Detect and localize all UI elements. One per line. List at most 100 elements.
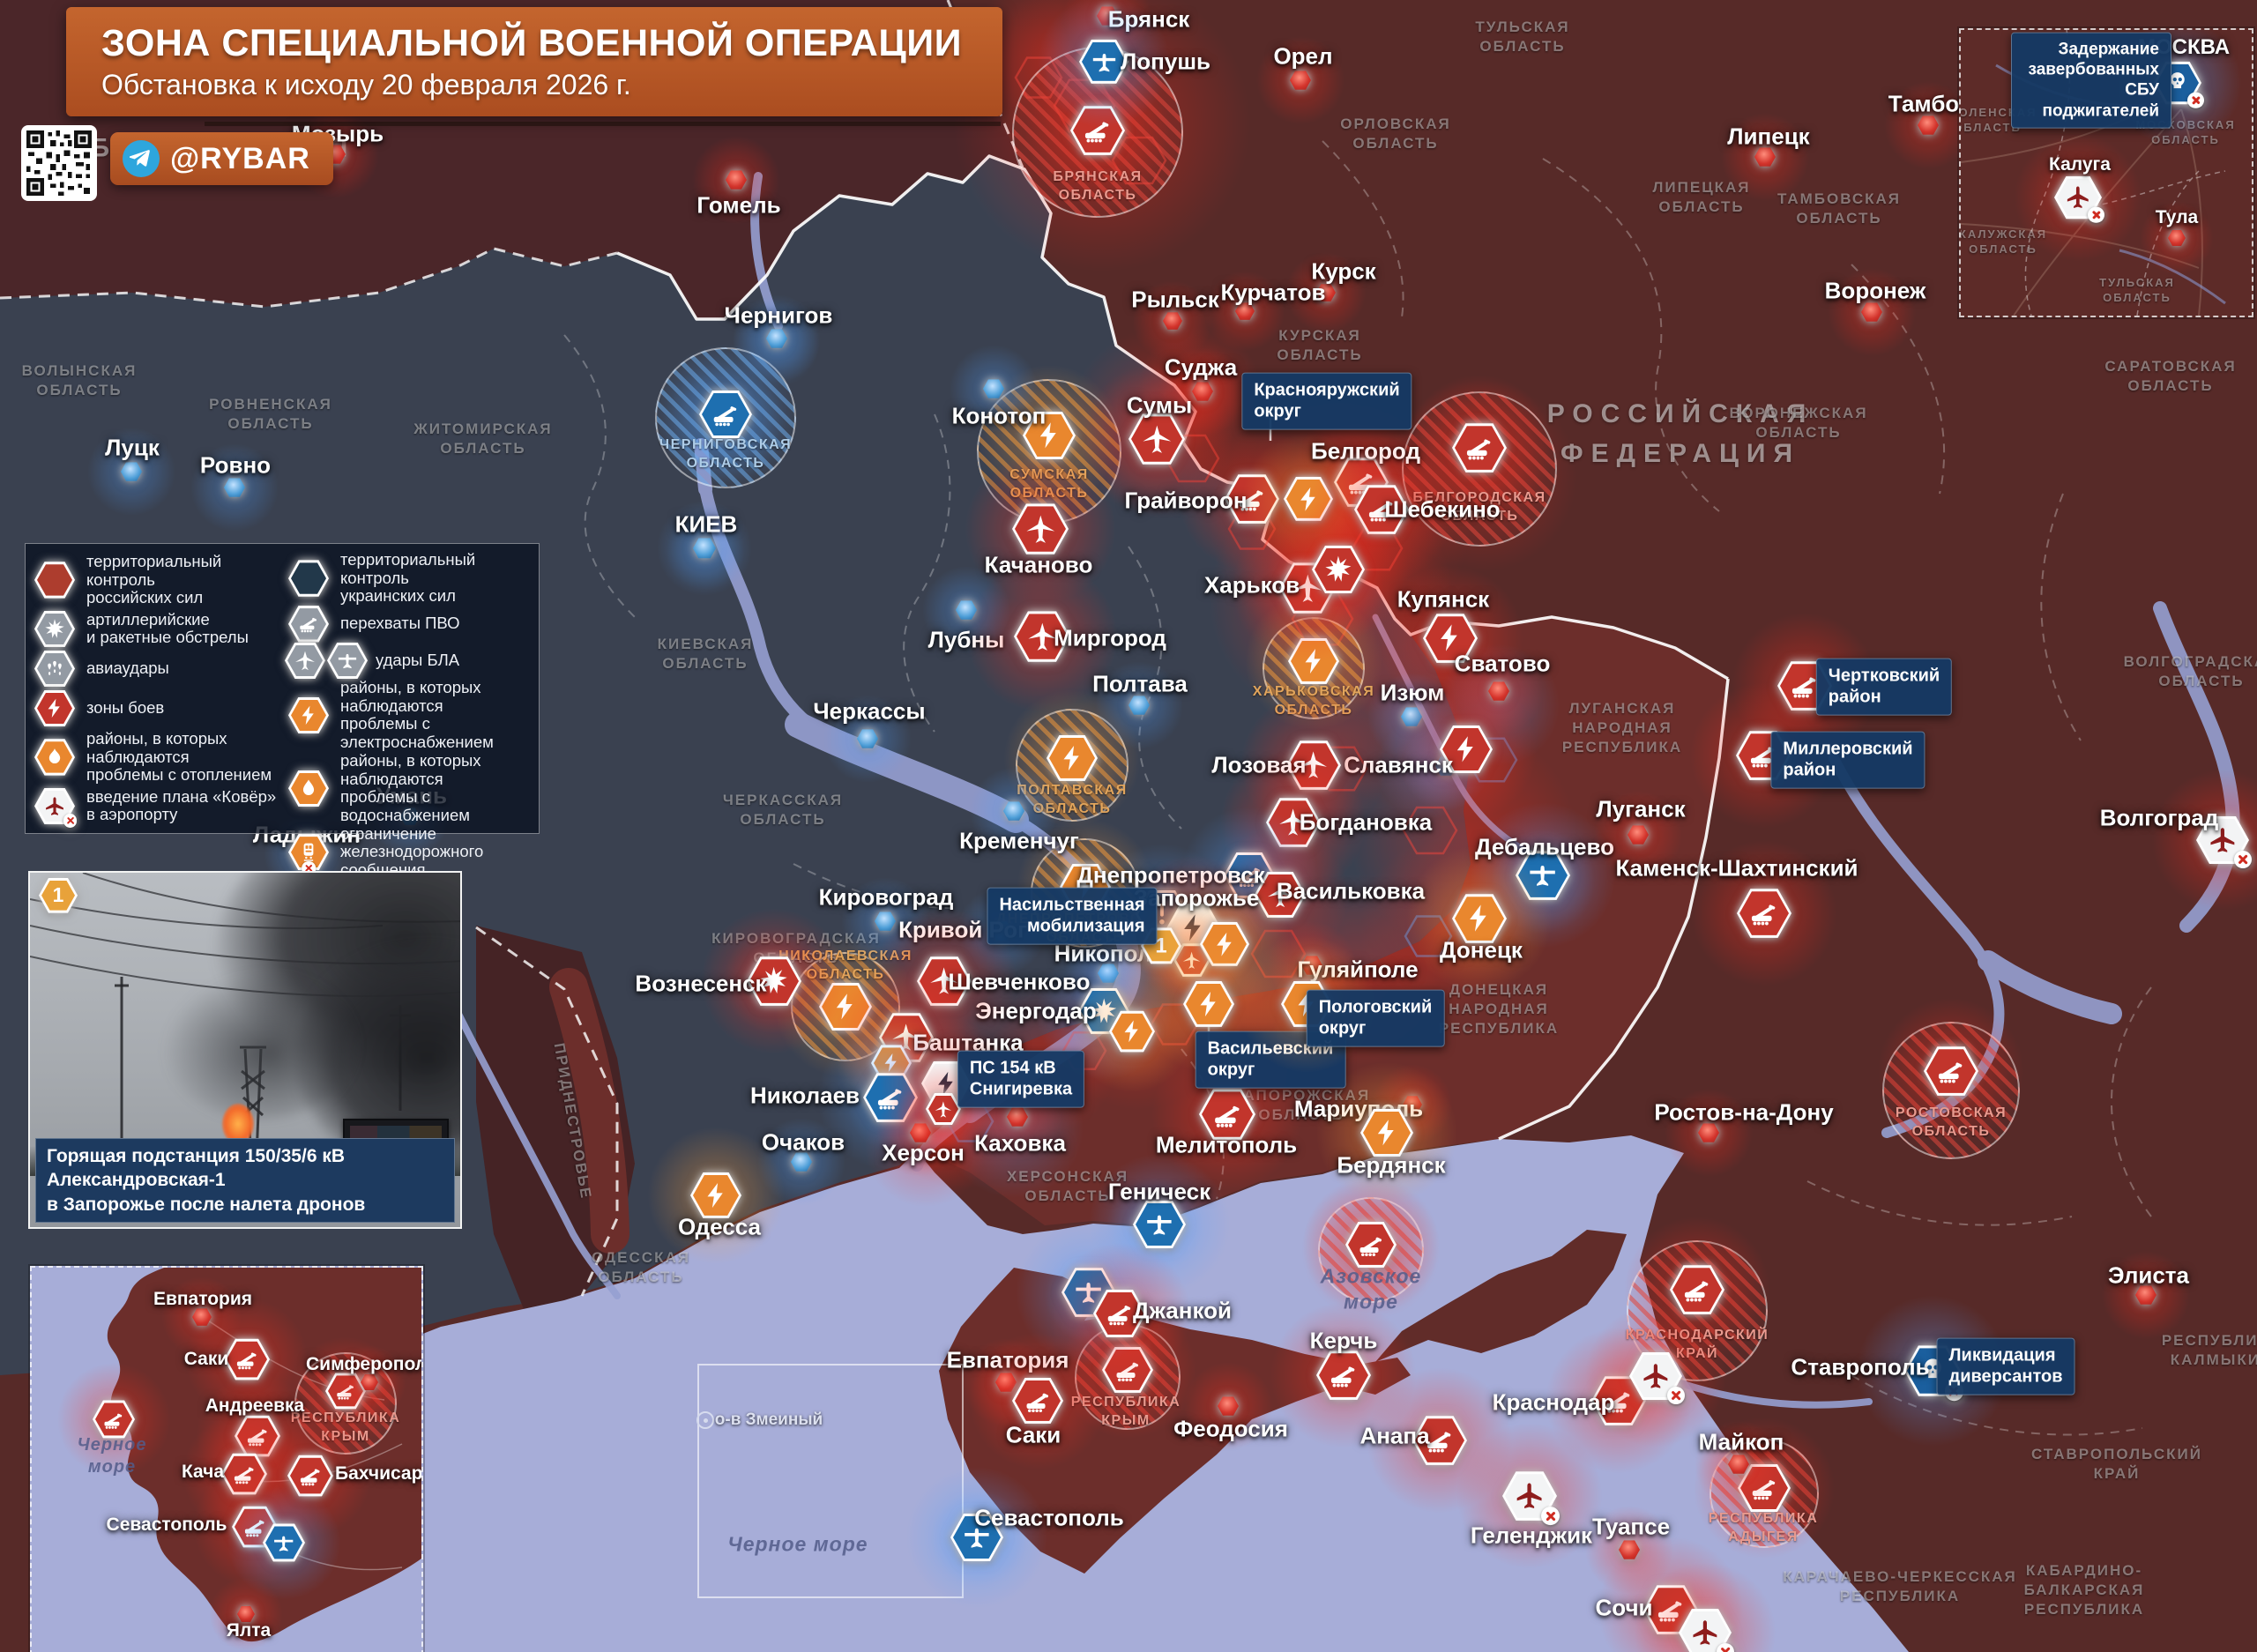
circle-label: БЕЛГОРОДСКАЯ ОБЛАСТЬ xyxy=(1412,490,1546,524)
city-label: Кировоград xyxy=(818,883,954,911)
callout: ПС 154 кВ Снигиревка xyxy=(957,1050,1085,1108)
pvo-icon xyxy=(1225,474,1279,524)
legend-item: районы, в которых наблюдаются проблемы с… xyxy=(285,677,533,752)
circle-label: ХАРЬКОВСКАЯ ОБЛАСТЬ xyxy=(1252,684,1375,718)
city-label: КИЕВ xyxy=(674,510,738,538)
bolt-icon xyxy=(1288,637,1339,685)
city-label: Курск xyxy=(1311,257,1376,285)
city-label: Элиста xyxy=(2107,1261,2190,1289)
city-label: Ростов-на-Дону xyxy=(1654,1098,1834,1126)
city-label: Ровно xyxy=(199,451,272,479)
plane-icon xyxy=(1502,1471,1561,1526)
bolt-icon xyxy=(690,1172,741,1219)
city-label: Николаев xyxy=(749,1082,860,1109)
city-label: Лубны xyxy=(927,626,1005,653)
city-label: Симферополь xyxy=(305,1354,421,1374)
dot-icon xyxy=(1235,302,1255,320)
legend-icon-cell xyxy=(31,562,78,599)
region-label: ЖИТОМИРСКАЯ ОБЛАСТЬ xyxy=(413,420,553,457)
pvo-icon xyxy=(699,391,752,438)
legend-icon-cell xyxy=(31,610,78,648)
city-label: Курчатов xyxy=(1220,279,1326,306)
bolt-icon xyxy=(1023,412,1076,459)
pvo-icon xyxy=(1093,1290,1146,1337)
city-label: Геленджик xyxy=(1470,1522,1593,1549)
region-label: РЕСПУБЛИКА КАЛМЫКИЯ xyxy=(2161,1331,2257,1368)
city-label: Гуляйполе xyxy=(1297,956,1419,983)
city-label: Белгород xyxy=(1311,437,1420,465)
bolt-icon xyxy=(1183,980,1234,1028)
pvo-icon xyxy=(235,1415,280,1457)
drone2-icon xyxy=(1133,1201,1186,1248)
city-label: Мелитополь xyxy=(1155,1131,1298,1158)
city-label: Рыльск xyxy=(1131,286,1219,313)
city-label: Конотоп xyxy=(951,402,1047,429)
bolt-icon xyxy=(1360,1109,1413,1157)
city-label: Чернигов xyxy=(724,301,833,329)
city-label: Анапа xyxy=(1359,1422,1430,1449)
circle-label: РЕСПУБЛИКА КРЫМ xyxy=(1070,1395,1181,1428)
legend-icon-cell xyxy=(285,560,332,597)
city-label: Ялта xyxy=(226,1620,272,1641)
city-label: Керчь xyxy=(1309,1327,1378,1354)
telegram-handle: @RYBAR xyxy=(170,141,310,175)
legend-item: удары БЛА xyxy=(285,642,533,679)
legend-item-label: районы, в которых наблюдаются проблемы с… xyxy=(340,677,494,752)
dot-icon xyxy=(1403,1096,1422,1113)
dot-icon xyxy=(693,538,716,559)
dot-icon xyxy=(857,729,878,748)
legend-item: территориальный контроль российских сил xyxy=(31,552,279,607)
legend-item-label: введение плана «Ковёр» в аэропорту xyxy=(86,786,277,824)
drone2-icon xyxy=(1061,1268,1116,1317)
drone-icon xyxy=(1255,871,1306,919)
dot-icon xyxy=(1163,312,1182,330)
dot-icon xyxy=(766,329,787,348)
city-label: Липецк xyxy=(1727,123,1810,150)
city-label: Воронеж xyxy=(1824,277,1926,304)
hex-icon xyxy=(288,560,329,597)
city-label: Харьков xyxy=(1203,571,1300,599)
city-label: Бердянск xyxy=(1337,1151,1446,1179)
city-label: Каховка xyxy=(974,1129,1066,1157)
bolt-icon xyxy=(1452,894,1507,943)
pvo-icon xyxy=(224,1338,270,1380)
photo-number-badge: 1 xyxy=(39,878,78,913)
city-label: Орел xyxy=(1273,42,1333,70)
legend-item: перехваты ПВО xyxy=(285,606,533,643)
legend-icon-cell xyxy=(285,606,332,643)
dot-icon xyxy=(1007,1107,1028,1127)
drone-icon xyxy=(1286,740,1341,790)
plane-icon xyxy=(34,787,78,829)
pvo-icon xyxy=(1670,1265,1724,1314)
region-label: КУРСКАЯ ОБЛАСТЬ xyxy=(1277,326,1363,363)
region-label: ТУЛЬСКАЯ ОБЛАСТЬ xyxy=(1475,18,1570,55)
bolt-icon xyxy=(1047,734,1098,782)
x-badge xyxy=(1716,1642,1735,1652)
circle-label: БРЯНСКАЯ ОБЛАСТЬ xyxy=(1053,169,1143,203)
city-label: Краснодар xyxy=(1492,1388,1615,1416)
legend-item-label: перехваты ПВО xyxy=(340,614,460,633)
city-label: Ставрополь xyxy=(1791,1353,1930,1380)
sea-label: Черное море xyxy=(727,1532,868,1556)
circle-label: КРАСНОДАРСКИЙ КРАЙ xyxy=(1625,1328,1769,1361)
pvo-icon xyxy=(1738,1464,1791,1512)
dot-icon xyxy=(1128,696,1150,715)
pvo-icon xyxy=(1070,106,1125,155)
dot-icon xyxy=(1619,1540,1640,1559)
dot-icon xyxy=(956,600,977,620)
legend-item-label: удары БЛА xyxy=(376,650,460,669)
city-label: Брянск xyxy=(1107,5,1190,33)
dot-icon xyxy=(1301,956,1322,975)
legend-icon-cell xyxy=(31,787,78,829)
dot-icon xyxy=(2168,230,2186,246)
circle-label: СУМСКАЯ ОБЛАСТЬ xyxy=(1009,467,1089,501)
legend-item: территориальный контроль украинских сил xyxy=(285,550,533,606)
legend-item-label: артиллерийские и ракетные обстрелы xyxy=(86,609,249,647)
country-label: РОССИЙСКАЯ ФЕДЕРАЦИЯ xyxy=(1546,399,1814,468)
callout: Миллеровский район xyxy=(1770,731,1926,789)
dot-icon xyxy=(192,1308,212,1326)
x-badge xyxy=(2187,92,2204,108)
dot-icon xyxy=(237,1606,255,1622)
city-label: Богдановка xyxy=(1299,808,1433,836)
